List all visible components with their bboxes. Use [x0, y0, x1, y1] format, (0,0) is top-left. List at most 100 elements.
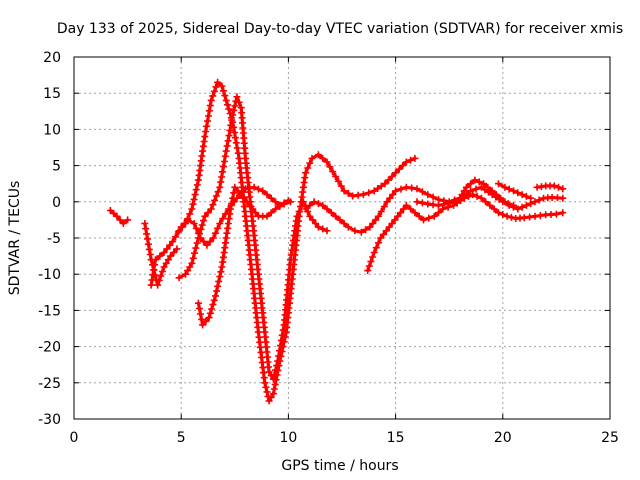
data-point-marker [312, 220, 320, 227]
data-point-marker [192, 224, 200, 232]
data-point-marker [555, 183, 562, 191]
data-point-marker [362, 226, 370, 234]
data-point-marker [209, 301, 217, 309]
data-point-marker [151, 261, 159, 269]
data-point-marker [119, 220, 127, 227]
data-point-marker [273, 362, 281, 370]
y-axis-ticks: -30 -25 -20 -15 -10 -5 0 5 10 15 20 [38, 50, 610, 428]
data-series [106, 78, 567, 405]
data-point-marker [261, 379, 269, 387]
data-point-marker [340, 187, 348, 195]
data-point-marker [334, 177, 342, 185]
data-point-marker [186, 210, 194, 218]
data-series-track [106, 207, 132, 227]
data-point-marker [230, 106, 238, 114]
y-tick-label: -30 [38, 412, 61, 428]
data-point-marker [279, 326, 287, 334]
data-point-marker [559, 194, 567, 202]
data-point-marker [518, 203, 526, 211]
data-point-marker [167, 252, 174, 260]
data-point-marker [193, 181, 201, 189]
data-point-marker [366, 223, 374, 231]
data-point-marker [233, 93, 241, 101]
data-point-marker [224, 137, 232, 145]
data-point-marker [473, 192, 481, 200]
data-point-marker [381, 180, 389, 188]
data-point-marker [550, 182, 558, 190]
y-tick-label: -15 [38, 303, 61, 319]
data-point-marker [192, 244, 200, 252]
data-point-marker [182, 220, 189, 227]
data-point-marker [217, 268, 225, 276]
data-point-marker [302, 205, 310, 213]
data-point-marker [418, 188, 426, 196]
data-point-marker [163, 245, 171, 253]
data-point-marker [302, 169, 310, 177]
data-point-marker [270, 385, 278, 393]
x-tick-label: 15 [387, 430, 405, 446]
data-point-marker [277, 336, 285, 344]
data-point-marker [223, 142, 231, 150]
data-point-marker [329, 168, 337, 176]
data-point-marker [202, 317, 210, 325]
x-tick-label: 25 [601, 430, 619, 446]
data-point-marker [212, 292, 219, 300]
data-point-marker [385, 176, 392, 184]
y-tick-label: 20 [43, 50, 61, 66]
data-point-marker [232, 97, 240, 105]
data-point-marker [229, 194, 237, 202]
data-point-marker [429, 193, 437, 201]
data-point-marker [196, 230, 204, 238]
data-point-marker [189, 254, 197, 262]
data-point-marker [113, 212, 121, 220]
data-point-marker [372, 244, 380, 252]
data-point-marker [527, 194, 535, 202]
data-point-marker [465, 192, 472, 200]
data-point-marker [377, 234, 385, 242]
data-point-marker [219, 215, 227, 223]
data-point-marker [227, 205, 234, 213]
data-point-marker [262, 383, 270, 391]
data-point-marker [173, 245, 181, 253]
data-point-marker [420, 216, 427, 224]
data-point-marker [207, 205, 215, 213]
data-point-marker [271, 371, 278, 379]
data-point-marker [319, 201, 327, 209]
data-point-marker [440, 200, 448, 208]
data-series-track [147, 183, 292, 289]
data-point-marker [386, 194, 394, 202]
data-point-marker [124, 216, 132, 224]
data-point-marker [395, 165, 403, 173]
data-point-marker [267, 372, 275, 380]
x-axis-ticks: 0 5 10 15 20 25 [70, 57, 619, 446]
data-point-marker [480, 180, 487, 188]
data-point-marker [518, 191, 526, 199]
data-point-marker [222, 96, 230, 104]
data-point-marker [194, 299, 202, 307]
data-point-marker [269, 375, 277, 383]
data-point-marker [225, 105, 233, 113]
data-point-marker [231, 134, 239, 142]
data-series-track [413, 176, 567, 213]
data-point-marker [205, 314, 213, 322]
data-point-marker [415, 212, 423, 220]
data-point-marker [218, 173, 226, 181]
data-point-marker [231, 102, 239, 110]
data-point-marker [231, 129, 238, 136]
data-point-marker [243, 198, 251, 206]
grid-lines [74, 57, 610, 419]
data-point-marker [559, 185, 567, 193]
data-point-marker [486, 201, 494, 209]
data-point-marker [211, 196, 219, 204]
data-point-marker [369, 220, 377, 227]
data-point-marker [200, 238, 208, 246]
data-point-marker [495, 209, 502, 217]
data-point-marker [380, 230, 387, 238]
data-point-marker [264, 392, 272, 400]
data-point-marker [399, 162, 407, 170]
data-point-marker [382, 227, 390, 235]
data-point-marker [439, 205, 447, 213]
data-point-marker [370, 249, 378, 256]
data-point-marker [314, 223, 322, 231]
data-point-marker [394, 212, 402, 220]
